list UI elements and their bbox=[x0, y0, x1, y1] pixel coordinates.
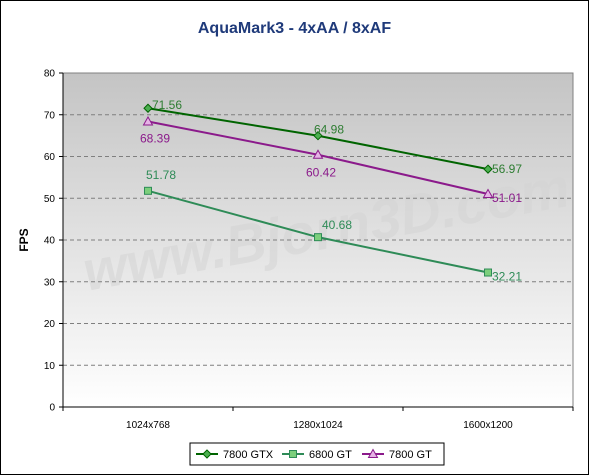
y-tick-label: 10 bbox=[44, 361, 56, 372]
data-point-0-0 bbox=[143, 103, 153, 113]
data-label-2-1: 60.42 bbox=[306, 166, 336, 180]
legend-label-0: 7800 GTX bbox=[223, 449, 274, 461]
y-tick-label: 70 bbox=[44, 110, 56, 121]
y-tick-label: 60 bbox=[44, 152, 56, 163]
legend-marker-2 bbox=[367, 448, 379, 458]
chart-title: AquaMark3 - 4xAA / 8xAF bbox=[197, 20, 392, 37]
y-tick-label: 50 bbox=[44, 194, 56, 205]
y-tick-label: 40 bbox=[44, 236, 56, 247]
x-tick-label: 1280x1024 bbox=[293, 420, 343, 431]
legend-box bbox=[189, 442, 445, 466]
data-label-0-0: 71.56 bbox=[152, 98, 182, 112]
y-tick-label: 30 bbox=[44, 277, 56, 288]
legend-marker-0 bbox=[202, 449, 212, 459]
data-point-2-1 bbox=[312, 149, 324, 159]
x-tick-label: 1600x1200 bbox=[463, 420, 513, 431]
data-label-2-2: 51.01 bbox=[492, 191, 522, 205]
data-label-0-1: 64.98 bbox=[314, 123, 344, 137]
data-label-1-0: 51.78 bbox=[146, 168, 176, 182]
data-label-1-2: 32.21 bbox=[492, 270, 522, 284]
data-point-2-0 bbox=[142, 115, 154, 126]
data-point-0-2 bbox=[483, 164, 493, 174]
data-label-2-0: 68.39 bbox=[140, 131, 170, 145]
data-point-1-1 bbox=[314, 233, 322, 242]
legend-label-1: 6800 GT bbox=[309, 449, 352, 461]
x-tick-label: 1024x768 bbox=[126, 420, 170, 431]
legend-label-2: 7800 GT bbox=[389, 449, 432, 461]
y-tick-label: 20 bbox=[44, 319, 56, 330]
data-point-2-2 bbox=[482, 188, 494, 199]
data-point-1-2 bbox=[484, 268, 492, 277]
y-tick-label: 80 bbox=[44, 69, 56, 80]
y-tick-label: 0 bbox=[49, 403, 55, 414]
data-point-1-0 bbox=[144, 186, 152, 195]
data-point-0-1 bbox=[313, 131, 323, 141]
data-label-1-1: 40.68 bbox=[322, 218, 352, 232]
legend-marker-1 bbox=[289, 450, 297, 458]
data-label-0-2: 56.97 bbox=[492, 162, 522, 176]
